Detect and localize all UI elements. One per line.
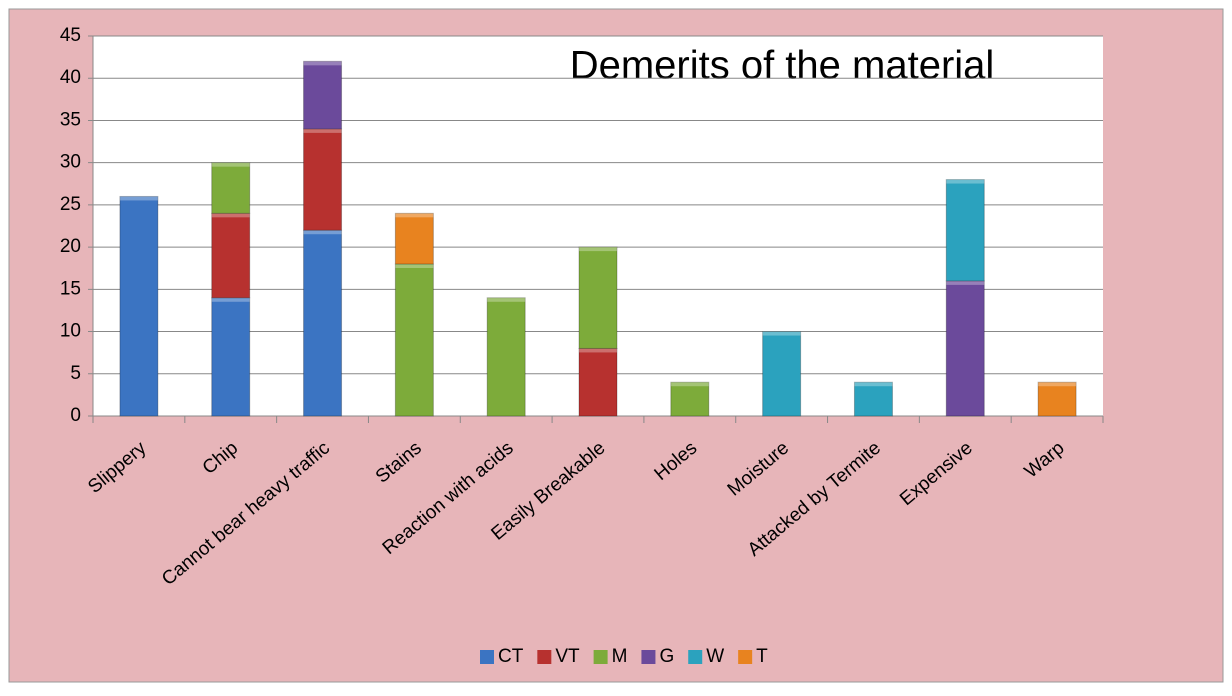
y-tick-label: 20 [60,236,81,257]
legend-label: T [756,646,768,667]
bar-highlight [211,162,250,167]
legend-label: VT [555,646,580,667]
bar-segment [578,347,618,417]
bar-highlight [303,128,342,133]
bar-highlight [946,280,985,285]
legend-swatch [738,650,753,664]
legend-swatch [641,650,656,664]
bar-highlight [670,382,709,387]
bar-highlight [1038,382,1077,387]
bar-segment [303,229,343,417]
legend-swatch [537,650,552,664]
y-tick-label: 15 [60,278,81,299]
bar-highlight [303,230,342,235]
y-tick-label: 10 [60,321,81,342]
bar-highlight [303,61,342,66]
bar-highlight [395,213,434,218]
y-tick-label: 25 [60,194,81,215]
bar-highlight [946,179,985,184]
bar-highlight [579,348,617,353]
bar-highlight [211,297,250,302]
y-tick-label: 45 [60,25,81,46]
bar-segment [945,280,985,417]
bar-highlight [395,264,434,268]
bar-highlight [211,213,250,218]
bar-highlight [119,196,158,201]
bar-segment [303,60,343,130]
legend-label: G [659,646,674,667]
bar-segment [762,331,802,417]
y-tick-label: 35 [60,109,81,130]
chart-title: Demerits of the material [570,44,995,88]
y-tick-label: 40 [60,67,81,88]
bar-segment [670,381,710,417]
legend-swatch [593,650,608,664]
bar-segment [303,128,343,231]
legend-label: CT [498,646,524,667]
bar-highlight [579,247,617,252]
bar-segment [394,263,434,417]
y-tick-label: 0 [70,405,81,426]
legend-label: W [706,646,724,667]
bar-segment [1037,381,1077,417]
bar-segment [853,381,893,417]
y-tick-label: 30 [60,152,81,173]
bar-segment [394,212,434,265]
legend-swatch [688,650,703,664]
bar-segment [486,297,526,417]
bar-segment [119,195,159,417]
bar-segment [211,297,251,417]
bar-segment [578,246,618,349]
legend-label: M [612,646,628,667]
y-tick-label: 5 [70,363,81,384]
bar-highlight [762,331,801,336]
bar-highlight [854,382,893,387]
bar-segment [211,162,251,214]
legend: CT VT M G W T [480,646,768,667]
bar-segment [945,179,985,282]
legend-swatch [480,650,494,664]
bar-highlight [487,297,526,302]
bar-segment [211,212,251,299]
